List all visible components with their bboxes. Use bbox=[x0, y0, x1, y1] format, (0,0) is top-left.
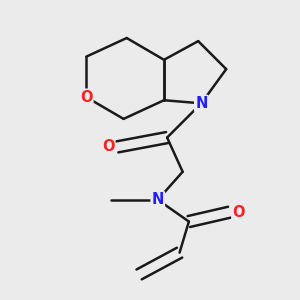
Text: O: O bbox=[102, 140, 114, 154]
Text: N: N bbox=[152, 192, 164, 207]
Text: N: N bbox=[195, 96, 208, 111]
Text: O: O bbox=[80, 90, 92, 105]
Text: O: O bbox=[232, 205, 245, 220]
